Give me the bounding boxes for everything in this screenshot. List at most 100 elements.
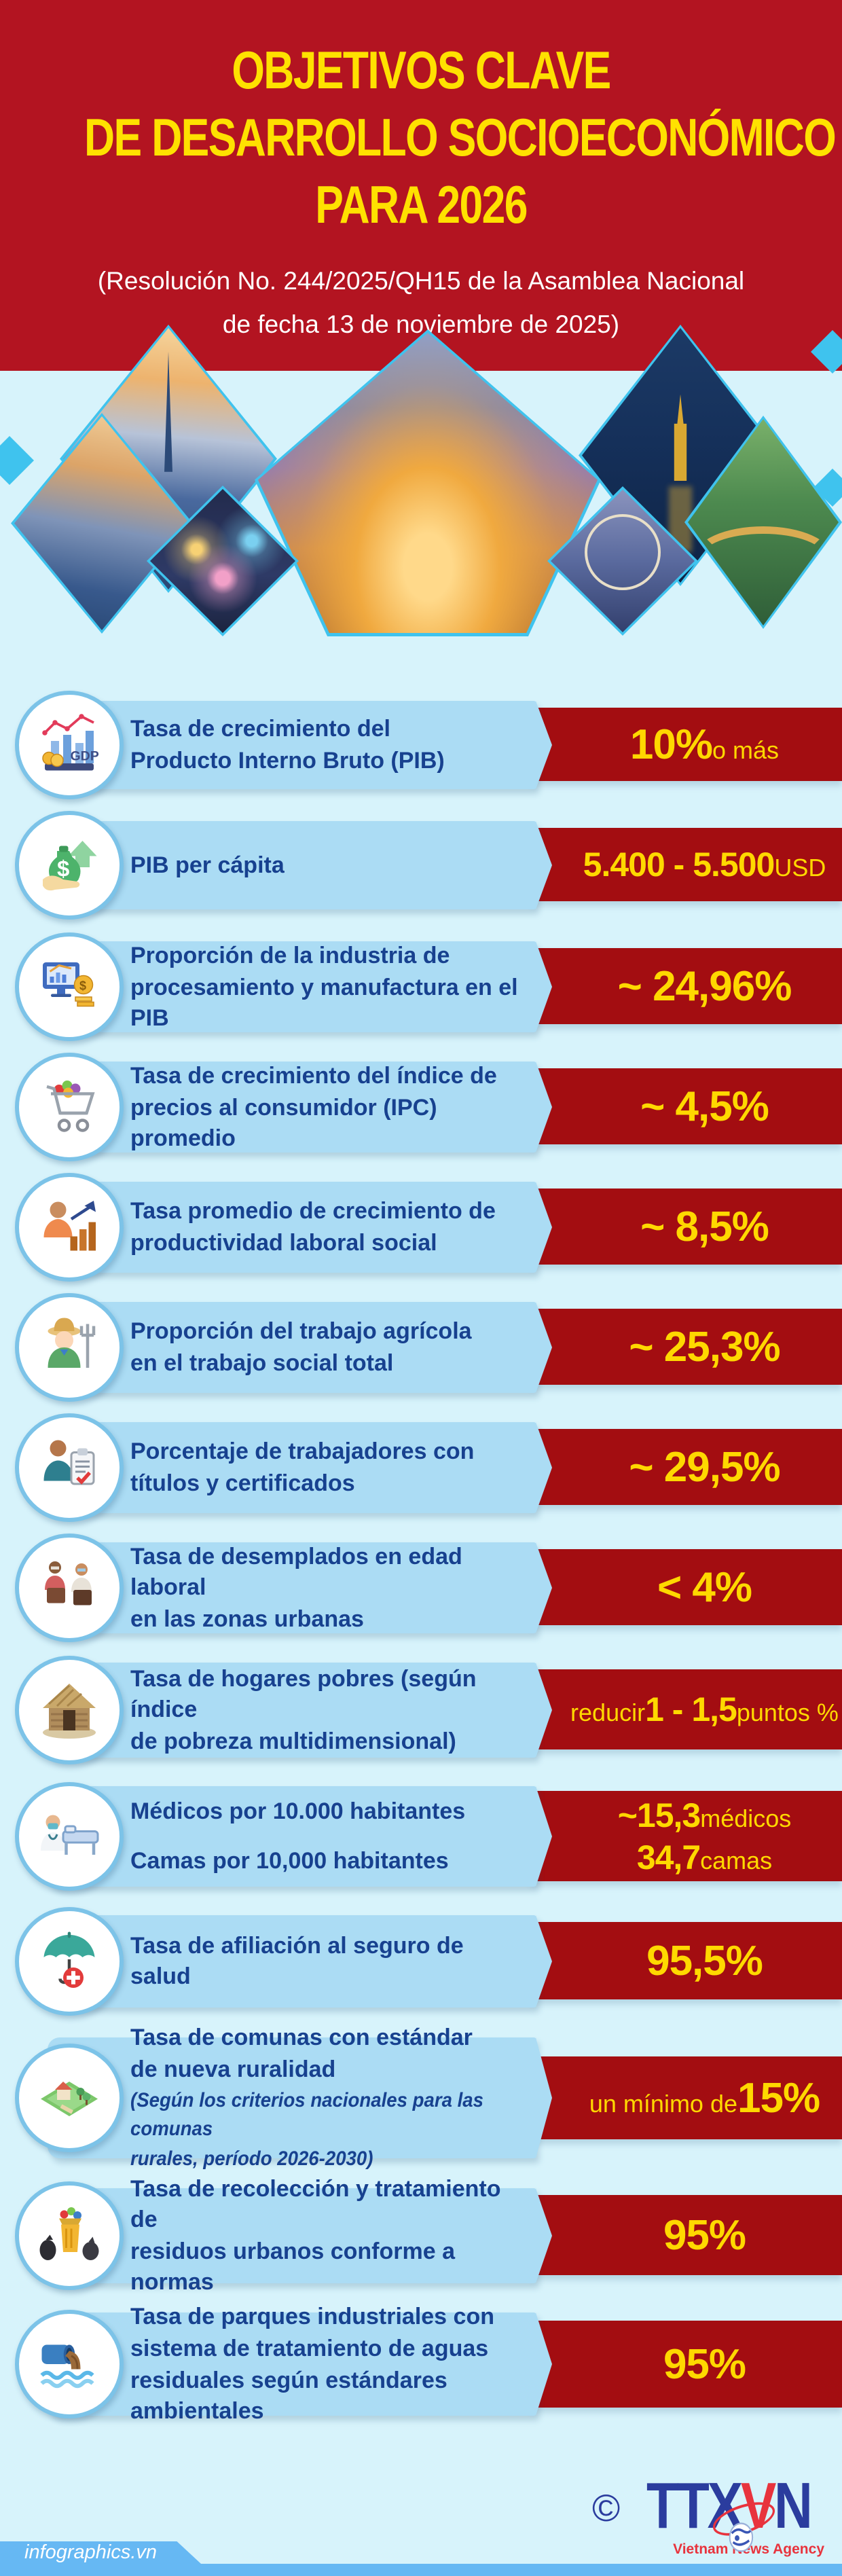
value-part: ~ 24,96% bbox=[617, 962, 792, 1010]
globe-icon bbox=[728, 2499, 754, 2552]
value-part: médicos bbox=[700, 1804, 792, 1832]
title-line-3: PARA 2026 bbox=[315, 175, 528, 234]
indicator-row: Tasa de recolección y tratamiento de resi… bbox=[0, 2176, 842, 2295]
urban-waste-icon bbox=[15, 2181, 124, 2290]
indicator-label: Médicos por 10.000 habitantes Camas por 1… bbox=[48, 1786, 536, 1887]
indicator-label-banner: PIB per cápita bbox=[48, 821, 552, 909]
accent-diamond bbox=[811, 330, 842, 374]
ttxvn-logo: TTXVN Vietnam News Agency bbox=[646, 2473, 824, 2558]
indicator-label-banner: Tasa de afiliación al seguro de salud bbox=[48, 1915, 552, 2008]
gdp-growth-icon: GDP bbox=[15, 691, 124, 799]
value-part: ~15,3 bbox=[617, 1796, 701, 1834]
indicator-value: 34,7 camas bbox=[637, 1838, 772, 1877]
certified-workers-icon bbox=[15, 1413, 124, 1522]
cpi-cart-icon bbox=[15, 1053, 124, 1161]
logo-subtitle: Vietnam News Agency bbox=[673, 2541, 824, 2557]
indicator-label-line: Tasa de parques industriales con bbox=[130, 2304, 494, 2329]
gdp-per-capita-icon: $ bbox=[15, 811, 124, 920]
value-part: 10% bbox=[629, 721, 713, 768]
indicator-label: Tasa de comunas con estándar de nueva rur… bbox=[48, 2025, 536, 2170]
page-title: OBJETIVOS CLAVE DE DESARROLLO SOCIOECONÓ… bbox=[0, 37, 842, 238]
rural-communes-icon bbox=[15, 2044, 124, 2152]
indicator-label-line: Tasa de afiliación al seguro de salud bbox=[130, 1933, 464, 1989]
site-tab: infographics.vn bbox=[0, 2541, 201, 2564]
value-part: ~ 4,5% bbox=[640, 1083, 769, 1130]
wastewater-treatment-icon bbox=[15, 2310, 124, 2418]
value-part: un mínimo de bbox=[589, 2089, 737, 2118]
indicator-note-line: (Según los criterios nacionales para las… bbox=[130, 2089, 484, 2140]
indicator-row: Tasa de parques industriales con sistema … bbox=[0, 2304, 842, 2424]
indicator-label-banner: Tasa de recolección y tratamiento de resi… bbox=[48, 2176, 552, 2295]
value-part: 95% bbox=[663, 2340, 746, 2388]
indicator-value-banner: < 4% bbox=[532, 1549, 842, 1625]
site-url: infographics.vn bbox=[24, 2541, 158, 2563]
logo-n: N bbox=[774, 2469, 813, 2542]
indicator-value-banner: ~ 25,3% bbox=[532, 1309, 842, 1385]
value-part: o más bbox=[712, 736, 780, 764]
indicator-row: Tasa de desemplados en edad laboral en la… bbox=[0, 1534, 842, 1642]
indicator-row: PIB per cápita 5.400 - 5.500 USD $ bbox=[0, 811, 842, 920]
indicator-label: Proporción del trabajo agrícola en el tra… bbox=[48, 1302, 536, 1393]
indicator-row: Tasa de afiliación al seguro de salud 95… bbox=[0, 1907, 842, 2016]
svg-text:GDP: GDP bbox=[71, 749, 99, 764]
indicator-label: Tasa de desemplados en edad laboral en la… bbox=[48, 1542, 536, 1633]
indicator-row: Médicos por 10.000 habitantes Camas por 1… bbox=[0, 1782, 842, 1891]
photo-collage bbox=[0, 0, 842, 706]
title-line-1: OBJETIVOS CLAVE bbox=[232, 40, 611, 100]
indicator-label-line: en las zonas urbanas bbox=[130, 1606, 364, 1632]
bottom-strip bbox=[0, 2564, 842, 2576]
hanoi-aerial-photo-image bbox=[258, 333, 598, 633]
indicator-label-line: Producto Interno Bruto (PIB) bbox=[130, 748, 445, 774]
indicator-value-banner: ~ 8,5% bbox=[532, 1189, 842, 1265]
value-part: ~ 29,5% bbox=[629, 1443, 780, 1491]
indicator-label-line: Proporción de la industria de bbox=[130, 942, 450, 968]
indicator-row: Tasa de hogares pobres (según índice de p… bbox=[0, 1656, 842, 1764]
value-part: 15% bbox=[737, 2074, 820, 2122]
indicator-label-line: PIB per cápita bbox=[130, 852, 285, 878]
indicator-value-banner: reducir 1 - 1,5 puntos % bbox=[532, 1669, 842, 1749]
value-part: puntos % bbox=[736, 1699, 839, 1726]
value-part: reducir bbox=[570, 1699, 646, 1726]
svg-text:$: $ bbox=[57, 856, 69, 882]
agricultural-labor-icon bbox=[15, 1293, 124, 1402]
indicator-row: Proporción de la industria de procesamien… bbox=[0, 932, 842, 1041]
indicator-label-line: Tasa de crecimiento del bbox=[130, 716, 390, 742]
indicator-label: Proporción de la industria de procesamien… bbox=[48, 941, 536, 1032]
indicator-row: Tasa de crecimiento del Producto Interno … bbox=[0, 691, 842, 799]
indicator-label-line: Tasa de desemplados en edad laboral bbox=[130, 1543, 462, 1600]
indicator-value: ~ 24,96% bbox=[618, 962, 792, 1011]
indicator-value-banner: ~15,3 médicos 34,7 camas bbox=[532, 1791, 842, 1881]
urban-unemployment-icon bbox=[15, 1534, 124, 1642]
indicator-label-line: Tasa de comunas con estándar bbox=[130, 2025, 473, 2050]
indicator-label-line: Tasa de hogares pobres (según índice bbox=[130, 1665, 477, 1722]
indicator-label-line: residuales según estándares ambientales bbox=[130, 2368, 447, 2424]
subtitle-line-2: de fecha 13 de noviembre de 2025) bbox=[222, 310, 620, 338]
indicator-label-line: Camas por 10,000 habitantes bbox=[130, 1848, 449, 1874]
labor-productivity-icon bbox=[15, 1173, 124, 1282]
indicator-label-line: Proporción del trabajo agrícola bbox=[130, 1318, 472, 1344]
logo-text: TTXVN bbox=[646, 2473, 813, 2552]
indicator-label-line: de pobreza multidimensional) bbox=[130, 1728, 456, 1754]
value-part: ~ 8,5% bbox=[640, 1203, 769, 1250]
indicator-row: Tasa de crecimiento del índice de precios… bbox=[0, 1053, 842, 1161]
doctors-beds-icon bbox=[15, 1782, 124, 1891]
chevron-right-icon bbox=[536, 2037, 552, 2158]
indicator-label-banner: Médicos por 10.000 habitantes Camas por 1… bbox=[48, 1786, 552, 1887]
indicator-value: 10% o más bbox=[630, 721, 779, 769]
manufacturing-share-icon: $ bbox=[15, 932, 124, 1041]
indicator-label-line: Porcentaje de trabajadores con bbox=[130, 1438, 475, 1464]
indicator-value: 95% bbox=[663, 2211, 746, 2260]
indicator-value-banner: 95% bbox=[532, 2195, 842, 2275]
copyright-symbol: © bbox=[592, 2486, 621, 2529]
indicator-value: 95% bbox=[663, 2340, 746, 2389]
indicator-label-line: Médicos por 10.000 habitantes bbox=[130, 1798, 466, 1824]
indicator-label: Tasa de crecimiento del índice de precios… bbox=[48, 1062, 536, 1153]
poor-households-icon bbox=[15, 1656, 124, 1764]
indicator-label-banner: Tasa de hogares pobres (según índice de p… bbox=[48, 1663, 552, 1758]
indicator-label-banner: Tasa de crecimiento del índice de precios… bbox=[48, 1062, 552, 1153]
indicator-value: un mínimo de 15% bbox=[589, 2074, 820, 2122]
indicator-label-line: en el trabajo social total bbox=[130, 1350, 394, 1376]
value-part: ~ 25,3% bbox=[629, 1323, 780, 1371]
indicator-value: reducir 1 - 1,5 puntos % bbox=[570, 1690, 839, 1729]
indicator-label: Porcentaje de trabajadores con títulos y … bbox=[48, 1422, 536, 1513]
